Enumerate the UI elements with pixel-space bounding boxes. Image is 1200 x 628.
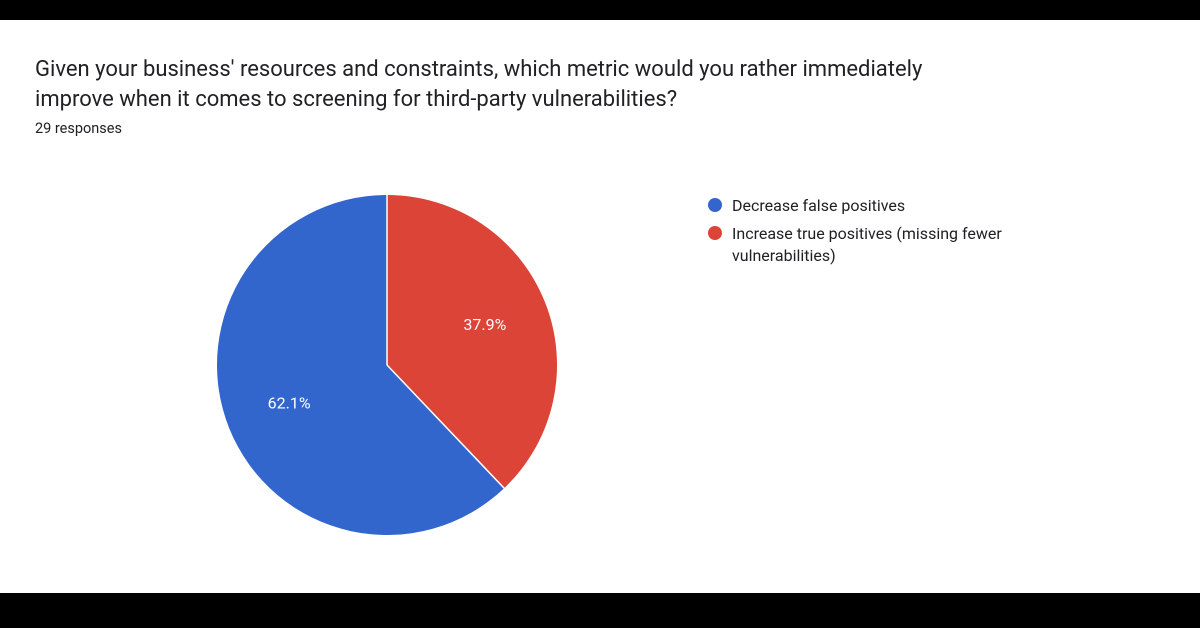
legend: Decrease false positives Increase true po… (708, 195, 1128, 273)
responses-count: 29 responses (35, 120, 122, 137)
legend-label: Decrease false positives (732, 195, 905, 217)
pie-chart: 37.9% 62.1% (217, 195, 557, 535)
legend-item-increase_true_positives: Increase true positives (missing fewer v… (708, 223, 1128, 267)
pie-slice-label-increase_true_positives: 37.9% (463, 315, 506, 334)
legend-item-decrease_false_positives: Decrease false positives (708, 195, 1128, 217)
letterbox-top (0, 0, 1200, 20)
legend-swatch (708, 198, 722, 212)
letterbox-bottom (0, 593, 1200, 628)
chart-area: 37.9% 62.1% Decrease false positives Incre… (0, 175, 1200, 575)
legend-swatch (708, 226, 722, 240)
survey-question: Given your business' resources and const… (35, 55, 955, 115)
legend-label: Increase true positives (missing fewer v… (732, 223, 1092, 267)
pie-slice-label-decrease_false_positives: 62.1% (268, 393, 311, 412)
content-panel: Given your business' resources and const… (0, 20, 1200, 593)
